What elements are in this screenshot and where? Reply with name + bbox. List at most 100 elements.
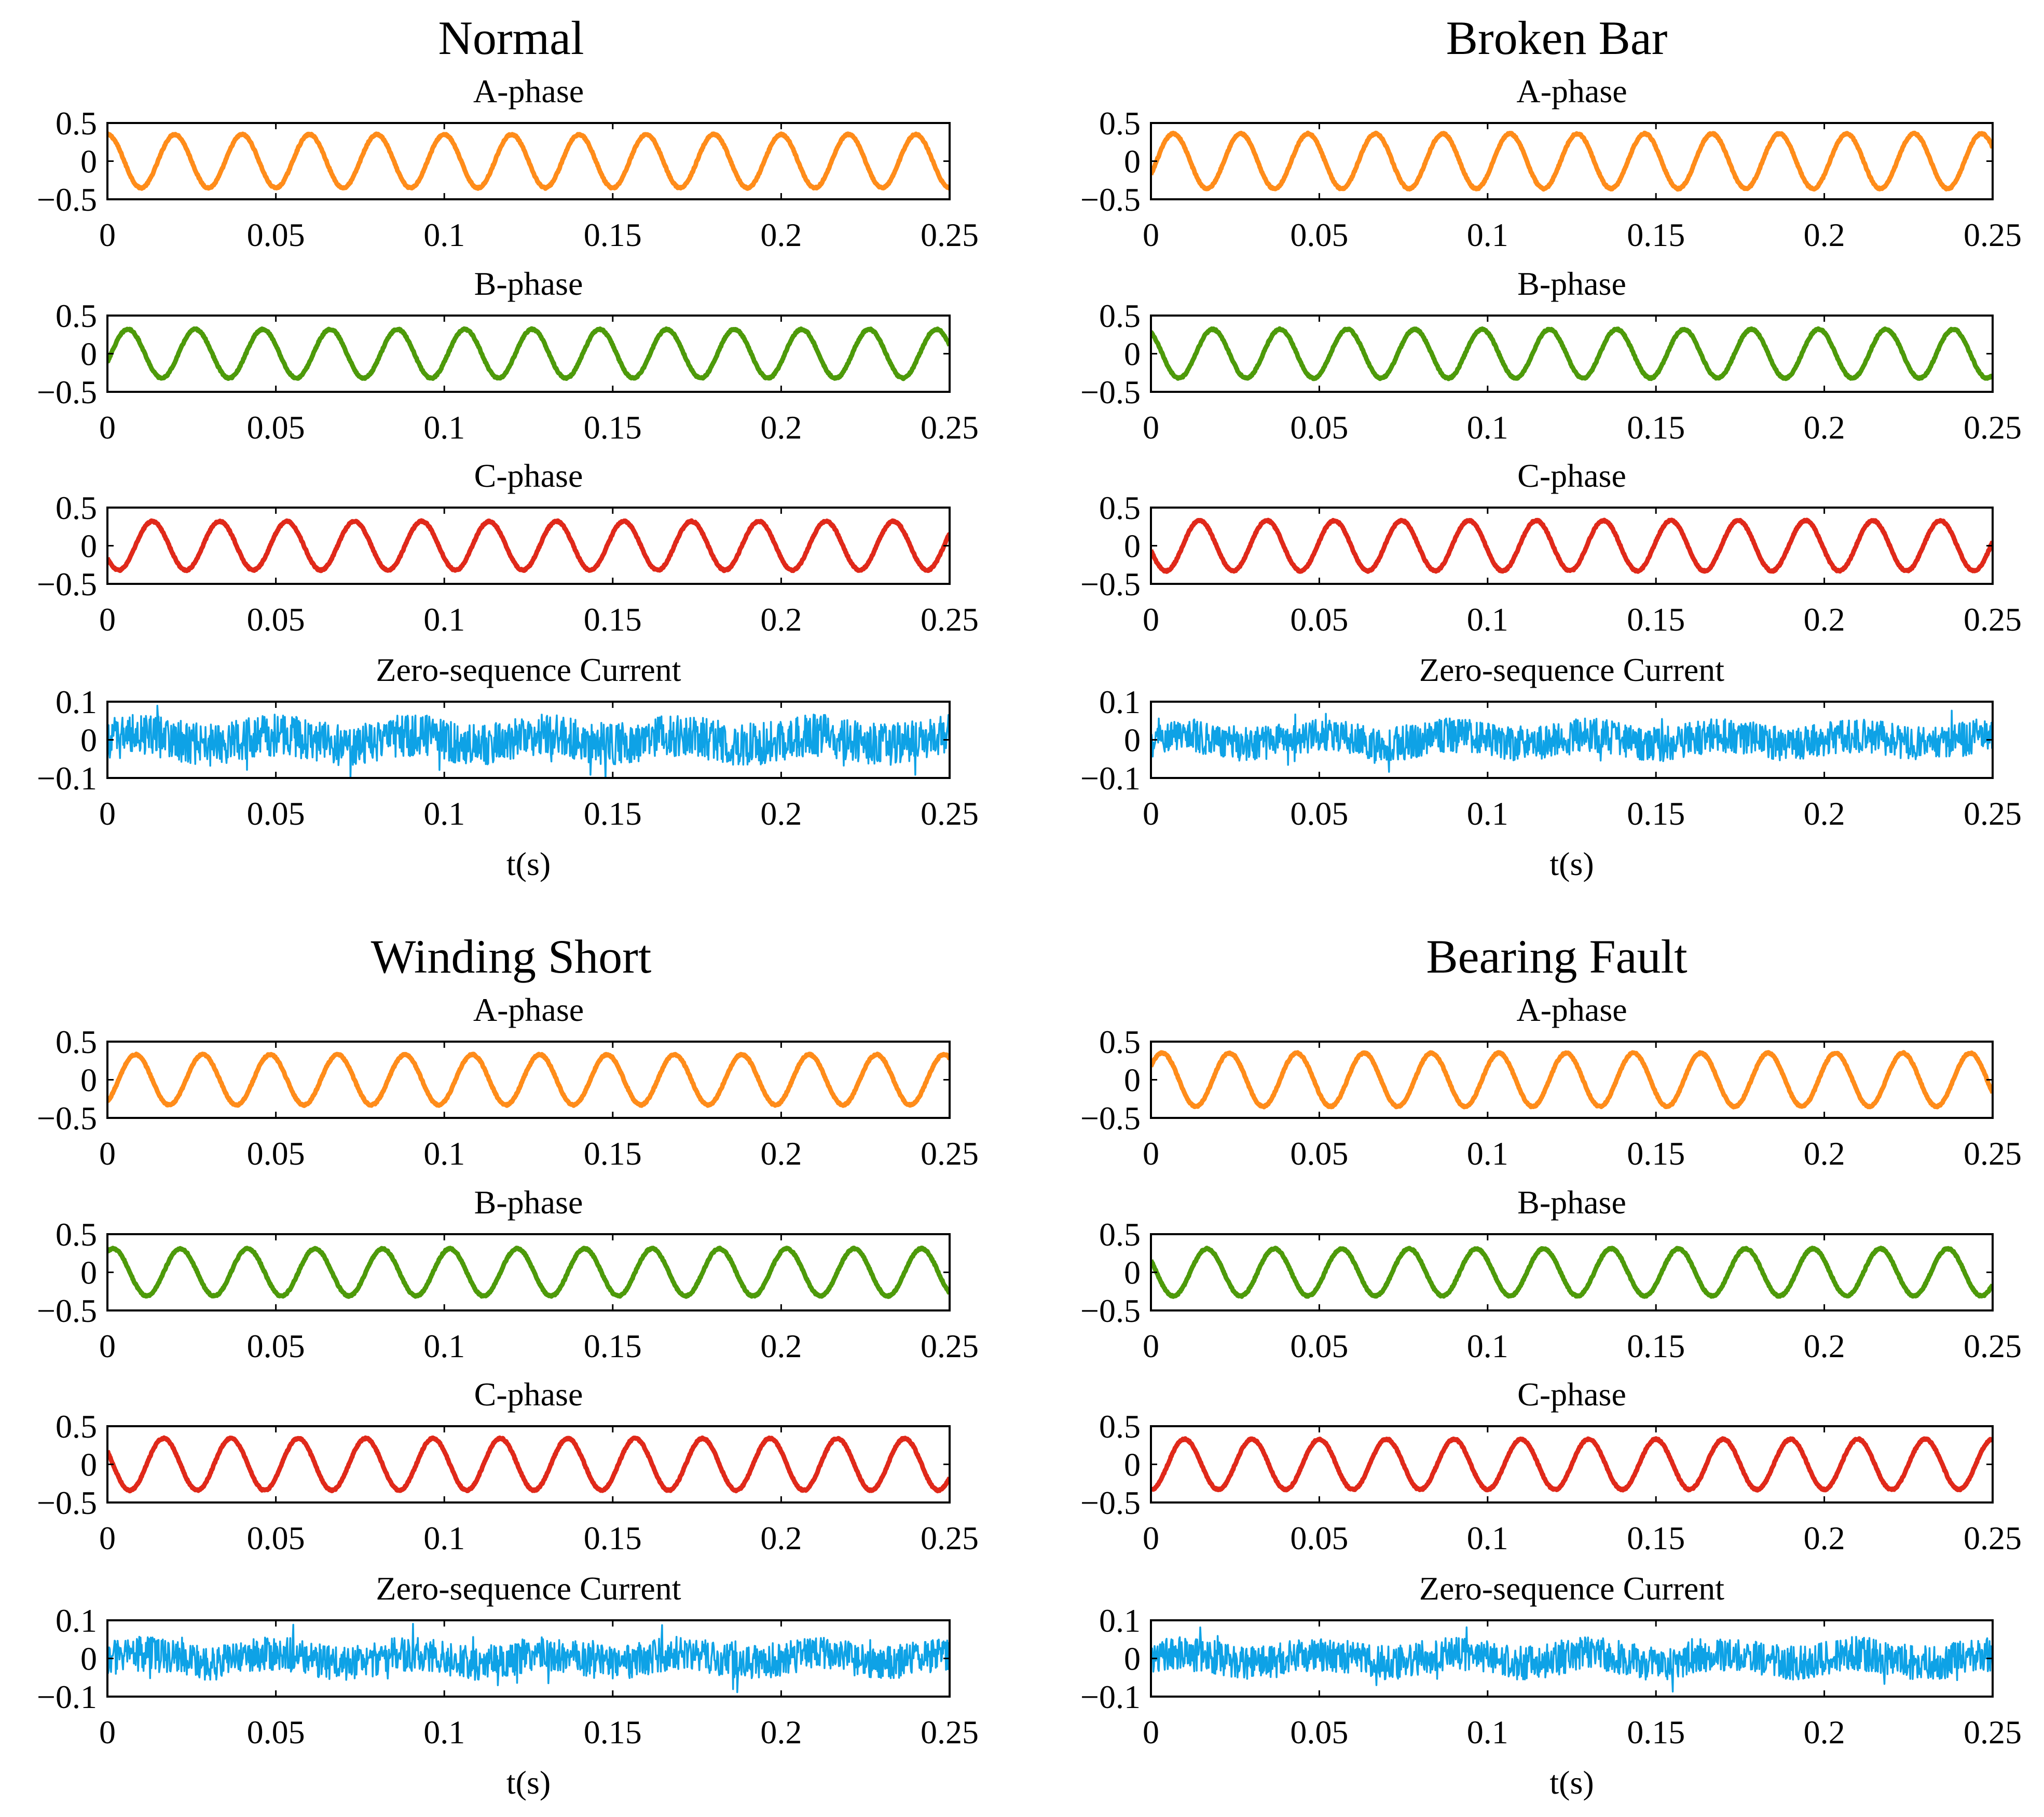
x-tick-label: 0.2 [1804,795,1845,832]
x-tick-label: 0 [99,1328,116,1364]
x-tick-label: 0.2 [1804,409,1845,446]
x-tick-label: 0 [99,601,116,638]
subplot-zero-sequence-current: Zero-sequence Current 0 0.05 0.1 0.15 0.2 0.25… [1080,651,2022,882]
x-tick-label: 0.25 [921,1714,979,1751]
x-tick-label: 0.25 [921,1135,979,1172]
x-tick-label: 0.15 [584,216,642,253]
x-tick-label: 0.2 [760,1520,802,1556]
y-tick-label: 0 [1124,722,1141,759]
axes-frame [1150,315,1994,393]
x-tick-label: 0.05 [247,216,305,253]
y-tick-label: 0.1 [56,684,97,720]
x-tick-label: 0.25 [1964,1714,2022,1751]
y-tick-label: 0.5 [1099,1408,1141,1445]
y-tick-label: −0.5 [1080,566,1141,603]
x-tick-label: 0.2 [760,795,802,832]
x-tick-label: 0 [99,216,116,253]
y-tick-label: −0.1 [37,760,97,797]
x-tick-label: 0.1 [423,1328,465,1364]
x-axis-label: t(s) [1549,1764,1594,1801]
x-tick-label: 0.05 [247,1714,305,1751]
series-line-a-phase [1151,1050,1993,1110]
subplot-title: Zero-sequence Current [376,1570,681,1607]
x-axis-label: t(s) [1549,845,1594,882]
x-axis-label: t(s) [506,1764,551,1801]
y-tick-label: 0 [80,1641,97,1677]
x-tick-label: 0.25 [1964,601,2022,638]
subplot-title: C-phase [1517,1376,1626,1413]
x-tick-label: 0.25 [921,795,979,832]
y-tick-label: 0.1 [1099,684,1141,720]
subplot-title: C-phase [474,1376,583,1413]
x-tick-label: 0.1 [1467,1135,1508,1172]
subplot-title: C-phase [1517,457,1626,494]
panel-title: Bearing Fault [1426,930,1688,983]
x-tick-label: 0.1 [423,795,465,832]
x-tick-label: 0.1 [423,601,465,638]
axes-frame [1150,1233,1994,1311]
x-tick-label: 0.05 [247,601,305,638]
x-tick-label: 0.25 [1964,795,2022,832]
y-tick-label: 0.5 [1099,297,1141,334]
y-tick-label: 0 [80,143,97,180]
series-line-zero-sequence-current [107,704,950,778]
panel-title: Broken Bar [1446,11,1668,64]
x-axis-label: t(s) [506,845,551,882]
x-tick-label: 0.1 [1467,795,1508,832]
series-line-a-phase [1151,130,1993,192]
y-tick-label: −0.5 [37,1484,97,1521]
x-tick-label: 0.15 [1627,409,1685,446]
y-tick-label: −0.5 [37,374,97,411]
subplot-title: A-phase [1516,991,1627,1028]
x-tick-label: 0.05 [1290,1520,1348,1556]
y-tick-label: 0 [1124,1446,1141,1483]
series-line-b-phase [1151,1246,1993,1299]
x-tick-label: 0.15 [584,1328,642,1364]
y-tick-label: 0 [80,528,97,565]
x-tick-label: 0.2 [760,1328,802,1364]
x-tick-label: 0.15 [584,1135,642,1172]
x-tick-label: 0.2 [1804,601,1845,638]
y-tick-label: 0 [80,336,97,373]
panel-title: Normal [438,11,584,64]
x-tick-label: 0 [1143,601,1159,638]
subplot-title: Zero-sequence Current [1419,1570,1724,1607]
x-tick-label: 0.2 [760,601,802,638]
panel-winding-short: Winding Short A-phase 0 0.05 0.1 0.15 0.2 0.25 0… [37,930,979,1801]
x-tick-label: 0.15 [584,1714,642,1751]
subplot-title: A-phase [1516,73,1627,110]
y-tick-label: 0.5 [56,489,97,526]
x-tick-label: 0.05 [247,409,305,446]
subplot-zero-sequence-current: Zero-sequence Current 0 0.05 0.1 0.15 0.2 0.25… [37,651,979,882]
x-tick-label: 0.15 [1627,601,1685,638]
x-tick-label: 0.1 [423,409,465,446]
x-tick-label: 0.25 [921,216,979,253]
series-line-zero-sequence-current [1151,709,1993,773]
x-tick-label: 0.2 [760,409,802,446]
x-tick-label: 0.05 [1290,1135,1348,1172]
subplot-title: C-phase [474,457,583,494]
y-tick-label: −0.5 [37,1292,97,1329]
x-tick-label: 0.2 [1804,216,1845,253]
y-tick-label: 0 [1124,528,1141,565]
subplot-title: B-phase [1517,265,1626,302]
x-tick-label: 0 [1143,1328,1159,1364]
subplot-title: A-phase [473,73,584,110]
series-line-zero-sequence-current [1151,1626,1993,1693]
x-tick-label: 0.25 [1964,1135,2022,1172]
y-tick-label: −0.5 [1080,374,1141,411]
y-tick-label: −0.5 [1080,181,1141,218]
x-tick-label: 0 [1143,409,1159,446]
y-tick-label: 0 [1124,336,1141,373]
y-tick-label: 0.5 [1099,1216,1141,1253]
axes-frame [106,315,951,393]
x-tick-label: 0.2 [760,1135,802,1172]
